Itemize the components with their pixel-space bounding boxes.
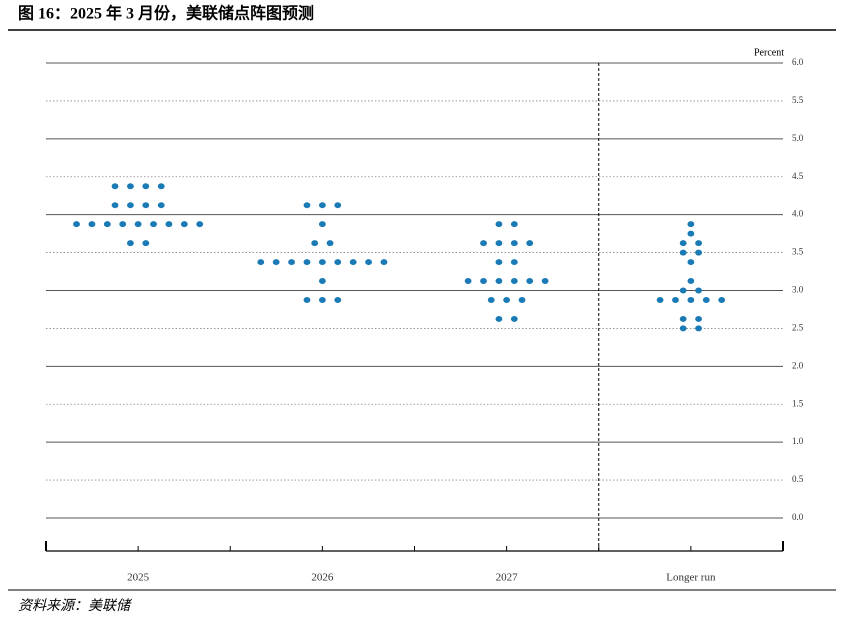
y-tick-label: 4.5 bbox=[792, 171, 804, 181]
dot bbox=[687, 259, 695, 266]
y-axis-label: Percent bbox=[754, 47, 784, 58]
dot bbox=[495, 240, 503, 247]
dot bbox=[464, 278, 472, 285]
y-tick-label: 5.0 bbox=[792, 133, 804, 143]
dot bbox=[334, 202, 342, 209]
dot bbox=[318, 202, 326, 209]
dot bbox=[165, 221, 173, 228]
dot bbox=[526, 240, 534, 247]
dot bbox=[157, 202, 165, 209]
dot bbox=[73, 221, 80, 228]
dot bbox=[679, 287, 687, 294]
figure-title: 图 16：2025 年 3 月份，美联储点阵图预测 bbox=[18, 4, 314, 23]
dot bbox=[718, 296, 726, 303]
dot bbox=[257, 259, 265, 266]
dot bbox=[695, 325, 702, 332]
dot bbox=[510, 278, 518, 285]
dot bbox=[495, 259, 503, 266]
dot bbox=[687, 230, 695, 237]
dot bbox=[695, 240, 702, 247]
dot bbox=[142, 183, 150, 190]
dot bbox=[103, 221, 111, 228]
dot bbox=[334, 259, 342, 266]
dot bbox=[679, 240, 687, 247]
dot bbox=[480, 240, 487, 247]
dot bbox=[702, 296, 710, 303]
dot bbox=[541, 278, 549, 285]
dot bbox=[311, 240, 319, 247]
dot bbox=[318, 278, 326, 285]
dot bbox=[510, 315, 518, 322]
x-tick-label: 2026 bbox=[311, 572, 334, 584]
dot bbox=[495, 221, 503, 228]
dot bbox=[349, 259, 357, 266]
dot bbox=[134, 221, 142, 228]
y-tick-label: 1.0 bbox=[792, 436, 804, 446]
y-tick-label: 6.0 bbox=[792, 57, 804, 67]
y-tick-label: 4.0 bbox=[792, 209, 804, 219]
dot bbox=[303, 202, 311, 209]
y-tick-label: 1.5 bbox=[792, 398, 804, 408]
dot bbox=[510, 221, 518, 228]
dot bbox=[127, 183, 134, 190]
dot bbox=[111, 202, 119, 209]
dot bbox=[679, 315, 687, 322]
dot bbox=[656, 296, 664, 303]
dot bbox=[157, 183, 165, 190]
dot bbox=[495, 315, 503, 322]
dot bbox=[303, 259, 311, 266]
dot bbox=[150, 221, 157, 228]
dot bbox=[326, 240, 334, 247]
dot bbox=[487, 296, 495, 303]
y-tick-label: 2.5 bbox=[792, 322, 804, 332]
dot bbox=[679, 249, 687, 256]
dot bbox=[526, 278, 534, 285]
dot bbox=[180, 221, 188, 228]
y-tick-label: 2.0 bbox=[792, 360, 804, 370]
dot bbox=[127, 240, 134, 247]
y-tick-label: 5.5 bbox=[792, 95, 804, 105]
dot bbox=[272, 259, 280, 266]
dot bbox=[510, 240, 518, 247]
dot bbox=[687, 296, 695, 303]
y-tick-label: 0.5 bbox=[792, 474, 804, 484]
dot bbox=[503, 296, 511, 303]
dot bbox=[510, 259, 518, 266]
x-tick-label: 2027 bbox=[496, 572, 519, 584]
x-tick-label: Longer run bbox=[666, 572, 716, 584]
dot bbox=[672, 296, 679, 303]
dot bbox=[303, 296, 311, 303]
dot bbox=[480, 278, 487, 285]
dot bbox=[380, 259, 388, 266]
dot bbox=[518, 296, 526, 303]
dot bbox=[111, 183, 119, 190]
dot bbox=[695, 249, 702, 256]
dot bbox=[318, 296, 326, 303]
dot bbox=[687, 221, 695, 228]
dot bbox=[127, 202, 134, 209]
dot bbox=[495, 278, 503, 285]
source-note: 资料来源：美联储 bbox=[18, 598, 133, 614]
dot bbox=[695, 287, 702, 294]
dot bbox=[288, 259, 295, 266]
y-tick-label: 0.0 bbox=[792, 512, 804, 522]
dot bbox=[695, 315, 702, 322]
dot bbox=[679, 325, 687, 332]
dot bbox=[119, 221, 127, 228]
dot bbox=[142, 240, 150, 247]
x-tick-label: 2025 bbox=[127, 572, 150, 584]
dot bbox=[196, 221, 204, 228]
y-tick-label: 3.5 bbox=[792, 247, 804, 257]
dot bbox=[687, 278, 695, 285]
dot bbox=[318, 259, 326, 266]
dot bbox=[334, 296, 342, 303]
dot bbox=[365, 259, 372, 266]
dot bbox=[142, 202, 150, 209]
y-tick-label: 3.0 bbox=[792, 285, 804, 295]
dot bbox=[318, 221, 326, 228]
dot bbox=[88, 221, 96, 228]
